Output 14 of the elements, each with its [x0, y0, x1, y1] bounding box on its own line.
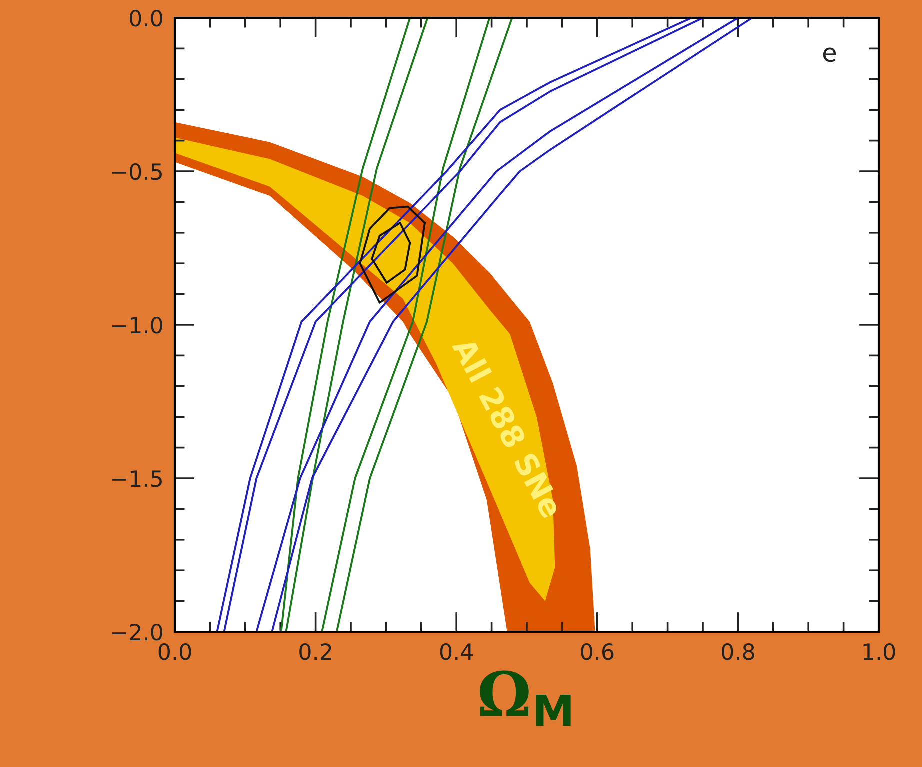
annotation: All 288 SNe [452, 335, 565, 520]
x-tick-label: 0.6 [581, 644, 614, 660]
x-axis-title: Ω$_{M}$ [480, 670, 571, 726]
y-tick-label: −1.5 [112, 470, 162, 488]
y-tick-label: −1.0 [112, 316, 162, 334]
annotation: e [823, 48, 836, 62]
y-tick-label: −0.5 [112, 163, 162, 180]
y-tick-label: −2.0 [112, 624, 162, 641]
x-tick-label: 0.4 [440, 644, 474, 660]
x-tick-label: 1.0 [864, 644, 896, 660]
x-tick-label: 0.0 [158, 644, 192, 660]
x-tick-label: 0.8 [722, 644, 754, 660]
x-tick-label: 0.2 [300, 644, 332, 660]
y-tick-label: 0.0 [130, 10, 162, 27]
